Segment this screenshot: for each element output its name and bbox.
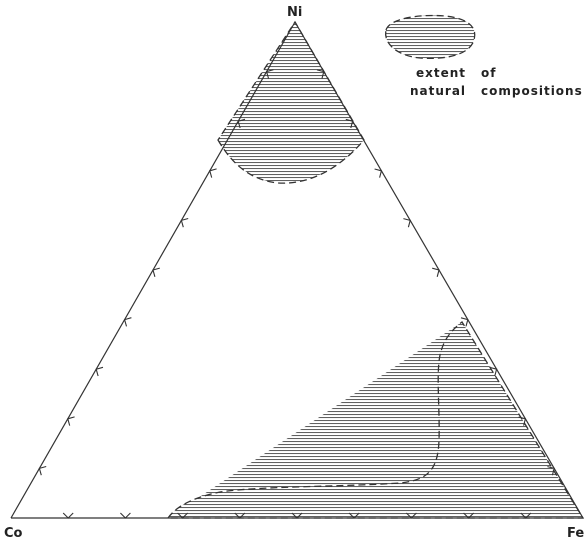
tick-mark-co-ni-5: [152, 267, 160, 277]
legend-line2-word2: compositions: [481, 84, 583, 98]
tick-mark-ni-fe-9: [547, 466, 555, 476]
legend-swatch: [385, 14, 476, 60]
tick-mark-fe-co-7: [177, 512, 188, 519]
vertex-label-co: Co: [4, 526, 23, 541]
vertex-label-fe: Fe: [567, 526, 584, 541]
tick-mark-fe-co-4: [348, 512, 360, 519]
tick-mark-fe-co-8: [120, 512, 131, 519]
tick-mark-co-ni-8: [237, 118, 246, 129]
tick-mark-ni-fe-3: [374, 168, 383, 178]
tick-mark-fe-co-1: [520, 512, 532, 519]
legend-line1-word2: of: [481, 66, 496, 80]
tick-mark-co-ni-4: [123, 317, 132, 327]
tick-mark-fe-co-5: [291, 512, 303, 519]
ni-rich-region-boundary: [217, 20, 365, 184]
tick-mark-fe-co-3: [406, 512, 417, 519]
tick-mark-ni-fe-2: [345, 118, 354, 129]
tick-mark-co-ni-3: [95, 366, 104, 377]
tick-mark-ni-fe-1: [316, 69, 325, 79]
tick-mark-fe-co-6: [234, 512, 246, 519]
tick-mark-ni-fe-8: [518, 416, 527, 426]
tick-mark-ni-fe-6: [460, 317, 469, 327]
vertex-label-ni: Ni: [287, 5, 302, 20]
legend: extent of natural compositions: [385, 14, 583, 98]
tick-mark-co-ni-6: [180, 217, 189, 228]
tick-mark-co-ni-2: [67, 416, 75, 426]
tick-mark-ni-fe-7: [489, 366, 498, 377]
tick-mark-co-ni-7: [209, 168, 217, 178]
tick-mark-fe-co-9: [62, 512, 74, 519]
fe-rich-region-boundary: [166, 321, 585, 519]
tick-mark-co-ni-1: [38, 465, 47, 476]
tick-mark-ni-fe-5: [432, 267, 440, 277]
legend-line2-word1: natural: [410, 84, 466, 98]
legend-line1-word1: extent: [416, 66, 466, 80]
tick-mark-fe-co-2: [463, 512, 474, 519]
tick-mark-ni-fe-4: [403, 218, 411, 228]
tick-marks: [38, 69, 555, 519]
tick-mark-co-ni-9: [265, 69, 274, 79]
